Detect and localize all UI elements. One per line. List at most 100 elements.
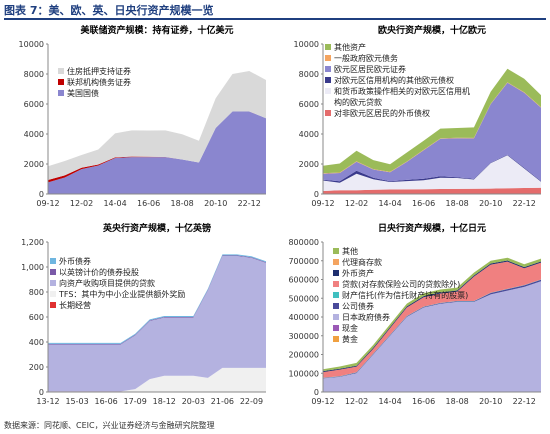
legend-item: 住房抵押支持证券	[58, 66, 188, 77]
y-tick-label: 100000	[288, 369, 319, 378]
x-tick-label: 16-06	[412, 199, 435, 208]
x-tick-label: 09-12	[311, 199, 334, 208]
legend-swatch	[325, 55, 331, 61]
legend-label: TFS：其中为中小企业提供额外奖励	[59, 290, 186, 299]
panel: 英央行资产规模，十亿英镑 0 200 400 600 800 1,000 1,200 13-12…	[0, 220, 275, 418]
legend-label: 财产信托(作为信托财产持有的股票)	[342, 291, 469, 300]
x-tick-label: 16-06	[137, 199, 160, 208]
x-tick-label: 16-06	[412, 397, 435, 406]
panel: 欧央行资产规模，十亿欧元 0 2000 4000 6000 8000 10000 09-12 1…	[275, 22, 550, 220]
source: 数据来源：同花顺、CEIC，兴业证券经济与金融研究院整理	[4, 421, 215, 430]
x-tick-label: 09-12	[36, 199, 59, 208]
legend-swatch	[325, 66, 331, 72]
legend-item: 以英镑计价的债券投股	[50, 267, 250, 278]
y-tick-label: 10000	[19, 40, 44, 49]
legend-item: 美国国债	[58, 88, 188, 99]
x-tick-label: 18-08	[446, 397, 469, 406]
area	[48, 111, 266, 194]
y-tick-label: 600000	[288, 276, 319, 285]
x-tick-label: 18-12	[153, 397, 176, 406]
x-tick-label: 12-02	[345, 199, 368, 208]
area	[323, 68, 541, 174]
legend-swatch	[50, 302, 56, 308]
legend-item: 代理商存款	[333, 257, 513, 268]
x-tick-label: 12-02	[70, 199, 93, 208]
legend-label: 长期经营	[59, 301, 91, 310]
legend-item: TFS：其中为中小企业提供额外奖励	[50, 289, 250, 300]
x-tick-label: 22-12	[238, 199, 261, 208]
y-tick-label: 8000	[299, 70, 319, 79]
legend-label: 黄金	[342, 335, 358, 344]
chart: 日央行资产规模，十亿日元 0 100000 200000 300000 400000 500…	[288, 222, 541, 406]
x-tick-label: 12-02	[345, 397, 368, 406]
x-tick-label: 14-04	[103, 199, 126, 208]
chart: 美联储资产规模：持有证券，十亿美元 0 2000 4000 6000 8000 10000 0…	[19, 24, 266, 208]
area	[323, 187, 541, 194]
area	[48, 367, 266, 392]
legend-label: 日本政府债券	[342, 313, 390, 322]
y-tick-label: 0	[314, 190, 319, 199]
x-tick-label: 22-09	[240, 397, 263, 406]
legend-item: 现金	[333, 323, 513, 334]
y-tick-label: 400000	[288, 313, 319, 322]
legend-item: 财产信托(作为信托财产持有的股票)	[333, 290, 513, 301]
legend-label: 欧元区居民欧元证券	[334, 65, 406, 74]
x-tick-label: 14-04	[378, 397, 401, 406]
legend-swatch	[325, 110, 331, 116]
chart: 欧央行资产规模，十亿欧元 0 2000 4000 6000 8000 10000 09-12 1…	[294, 24, 541, 208]
chart-title: 欧央行资产规模，十亿欧元	[378, 24, 486, 36]
area	[323, 154, 541, 183]
chart-title: 日央行资产规模，十亿日元	[378, 222, 486, 234]
y-tick-label: 10000	[294, 40, 319, 49]
legend-item: 其他资产	[325, 42, 475, 53]
legend-item: 联邦机构债务证券	[58, 77, 188, 88]
y-tick-label: 4000	[299, 130, 319, 139]
legend-swatch	[333, 336, 339, 342]
legend: 其他资产 一般政府欧元债务 欧元区居民欧元证券 对欧元区信用机构的其他欧元债权 和货币政…	[325, 42, 475, 119]
area	[48, 70, 266, 180]
x-tick-label: 20-03	[182, 397, 205, 406]
panel: 日央行资产规模，十亿日元 0 100000 200000 300000 400000 500…	[275, 220, 550, 418]
legend-label: 美国国债	[67, 89, 99, 98]
legend-label: 外币债券	[59, 257, 91, 266]
y-tick-label: 0	[39, 190, 44, 199]
x-tick-label: 15-03	[65, 397, 88, 406]
legend-item: 和货币政策操作相关的对欧元区信用机构的欧元贷款	[325, 86, 475, 108]
legend-swatch	[50, 258, 56, 264]
y-tick-label: 4000	[24, 130, 44, 139]
y-tick-label: 800000	[288, 238, 319, 247]
legend-item: 长期经营	[50, 300, 250, 311]
y-tick-label: 6000	[24, 100, 44, 109]
legend-swatch	[58, 68, 64, 74]
x-tick-label: 16-06	[95, 397, 118, 406]
legend-label: 向资产收购项目提供的贷款	[59, 279, 155, 288]
x-tick-label: 22-12	[513, 199, 536, 208]
legend-swatch	[58, 90, 64, 96]
legend-item: 外币债券	[50, 256, 250, 267]
legend-swatch	[333, 292, 339, 298]
legend-item: 贷款(对存款保险公司的贷款除外)	[333, 279, 513, 290]
x-tick-label: 13-12	[36, 397, 59, 406]
legend-swatch	[333, 248, 339, 254]
legend-swatch	[333, 259, 339, 265]
y-tick-label: 200	[29, 363, 44, 372]
legend-label: 住房抵押支持证券	[67, 67, 131, 76]
legend-item: 黄金	[333, 334, 513, 345]
area	[323, 155, 541, 191]
legend-item: 欧元区居民欧元证券	[325, 64, 475, 75]
y-tick-label: 700000	[288, 257, 319, 266]
legend-swatch	[325, 44, 331, 50]
y-tick-label: 0	[314, 388, 319, 397]
chart: 英央行资产规模，十亿英镑 0 200 400 600 800 1,000 1,200 13-12…	[21, 222, 266, 406]
legend-item: 对欧元区信用机构的其他欧元债权	[325, 75, 475, 86]
legend-swatch	[58, 79, 64, 85]
x-tick-label: 14-04	[378, 199, 401, 208]
legend-label: 联邦机构债务证券	[67, 78, 131, 87]
legend-label: 现金	[342, 324, 358, 333]
legend-item: 日本政府债券	[333, 312, 513, 323]
legend: 住房抵押支持证券 联邦机构债务证券 美国国债	[58, 66, 188, 99]
y-tick-label: 6000	[299, 100, 319, 109]
x-tick-label: 18-08	[446, 199, 469, 208]
y-tick-label: 8000	[24, 70, 44, 79]
